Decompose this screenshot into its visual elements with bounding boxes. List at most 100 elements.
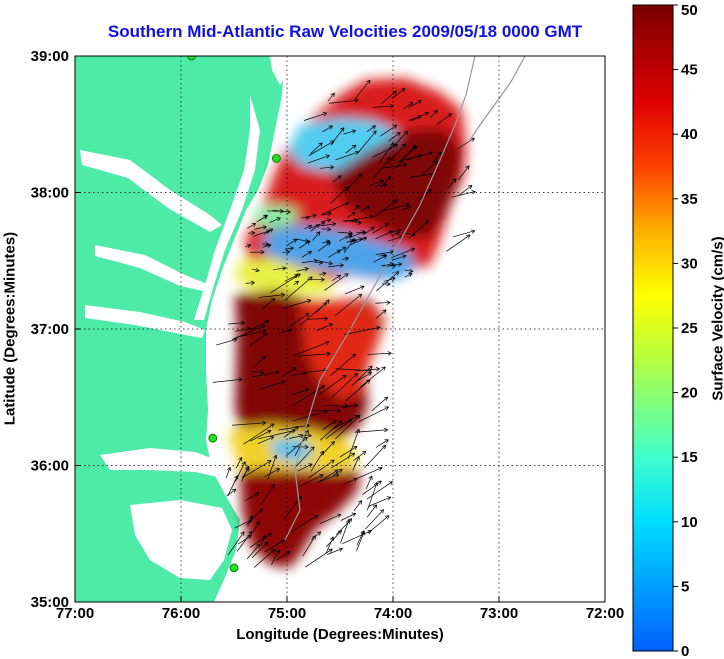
velocity-arrow-head: [326, 155, 330, 159]
velocity-arrow: [247, 223, 256, 229]
velocity-arrow-head: [401, 143, 406, 146]
velocity-arrow: [372, 157, 391, 179]
velocity-arrow-head: [339, 263, 344, 266]
velocity-arrow-head: [387, 496, 392, 501]
velocity-arrow: [350, 237, 367, 246]
velocity-arrow-head: [240, 320, 245, 323]
velocity-arrow-head: [333, 441, 335, 446]
velocity-arrow: [319, 272, 327, 276]
velocity-arrow-head: [379, 467, 383, 471]
velocity-arrow-head: [265, 241, 270, 245]
velocity-arrow-head: [386, 300, 391, 303]
velocity-arrow-head: [355, 151, 360, 156]
velocity-patch-yellow: [236, 258, 330, 294]
velocity-arrow-head: [246, 326, 251, 329]
velocity-arrow: [330, 186, 349, 204]
station-marker: [271, 153, 281, 163]
velocity-arrow: [340, 513, 356, 521]
velocity-arrow-head: [322, 272, 327, 277]
velocity-arrow: [375, 251, 394, 255]
velocity-arrow-head: [307, 299, 312, 304]
velocity-arrow: [356, 231, 367, 234]
velocity-arrow: [305, 369, 328, 373]
velocity-arrow-head: [355, 205, 360, 207]
velocity-arrow: [256, 214, 268, 223]
velocity-arrow-head: [293, 367, 297, 372]
velocity-arrow-head: [324, 409, 329, 412]
velocity-arrow-head: [250, 280, 255, 283]
velocity-arrow-head: [411, 234, 416, 237]
velocity-arrow: [347, 211, 356, 218]
velocity-arrow: [298, 240, 311, 249]
velocity-arrow-head: [369, 214, 374, 217]
velocity-arrow-head: [408, 206, 412, 210]
velocity-arrow: [354, 429, 388, 433]
velocity-arrow-head: [309, 463, 313, 468]
velocity-arrow: [307, 155, 330, 164]
velocity-arrow-head: [275, 455, 278, 460]
velocity-arrow-head: [472, 191, 476, 195]
velocity-arrow-head: [265, 243, 269, 247]
albemarle-sound: [100, 448, 222, 478]
velocity-arrow-head: [346, 273, 349, 278]
velocity-arrow-head: [258, 508, 263, 511]
velocity-arrow: [320, 223, 336, 227]
velocity-arrow: [260, 484, 275, 506]
velocity-arrow-head: [298, 273, 301, 278]
velocity-arrow: [252, 371, 280, 378]
y-tick-label: 37:00: [31, 321, 69, 338]
velocity-arrow-head: [344, 375, 347, 379]
velocity-arrow-head: [332, 459, 335, 464]
velocity-arrow-head: [337, 175, 342, 177]
velocity-arrow-head: [287, 328, 292, 331]
velocity-arrow-head: [392, 277, 396, 282]
velocity-arrow-head: [309, 225, 312, 229]
velocity-arrow-head: [417, 114, 422, 117]
velocity-arrow-head: [275, 370, 280, 373]
velocity-arrow: [371, 396, 388, 412]
colorbar-ticks: 0 5 10 15 20 25 30 35 40 45 50: [673, 2, 698, 659]
velocity-arrow-head: [389, 250, 394, 253]
velocity-arrow-head: [260, 251, 265, 255]
velocity-arrow-head: [251, 230, 256, 233]
velocity-arrow: [328, 264, 344, 268]
velocity-arrow-head: [304, 444, 309, 448]
velocity-arrow-head: [314, 260, 318, 264]
velocity-arrow-head: [296, 426, 299, 431]
velocity-arrow: [396, 144, 417, 169]
axis-ticks: 77:00 76:00 75:00 74:00 73:00 72:00 39:00 38:00…: [31, 48, 625, 622]
velocity-arrow-head: [269, 533, 273, 537]
velocity-arrow: [260, 298, 276, 311]
velocity-arrow-head: [329, 260, 333, 265]
velocity-arrow-head: [265, 333, 268, 338]
velocity-arrow-head: [328, 241, 331, 246]
velocity-arrow-head: [268, 460, 272, 465]
velocity-arrow-head: [312, 446, 315, 451]
velocity-arrow-head: [241, 461, 246, 465]
velocity-arrow-head: [406, 205, 411, 207]
velocity-arrow-head: [411, 248, 415, 252]
velocity-arrow-head: [403, 88, 406, 93]
velocity-arrow: [336, 246, 347, 253]
velocity-arrow-head: [290, 247, 294, 251]
velocity-arrow-head: [286, 209, 291, 213]
velocity-arrow-head: [373, 482, 378, 486]
velocity-arrow-head: [340, 469, 343, 473]
velocity-arrow: [254, 226, 267, 230]
velocity-arrow-head: [389, 142, 394, 146]
velocity-arrow: [332, 175, 342, 183]
velocity-patch-darkred-south: [240, 470, 360, 568]
velocity-arrow-head: [313, 258, 318, 261]
velocity-arrow: [361, 205, 370, 212]
velocity-arrow: [243, 423, 275, 445]
velocity-arrow-head: [468, 165, 470, 170]
velocity-arrow: [343, 219, 358, 222]
velocity-arrow-head: [352, 453, 356, 457]
velocity-arrow-head: [286, 211, 291, 214]
velocity-arrow: [235, 457, 243, 469]
velocity-arrow: [358, 406, 389, 423]
velocity-arrow-head: [415, 146, 418, 151]
x-tick-label: 72:00: [586, 605, 624, 622]
velocity-arrow-head: [363, 451, 367, 456]
velocity-arrow-head: [393, 199, 398, 201]
